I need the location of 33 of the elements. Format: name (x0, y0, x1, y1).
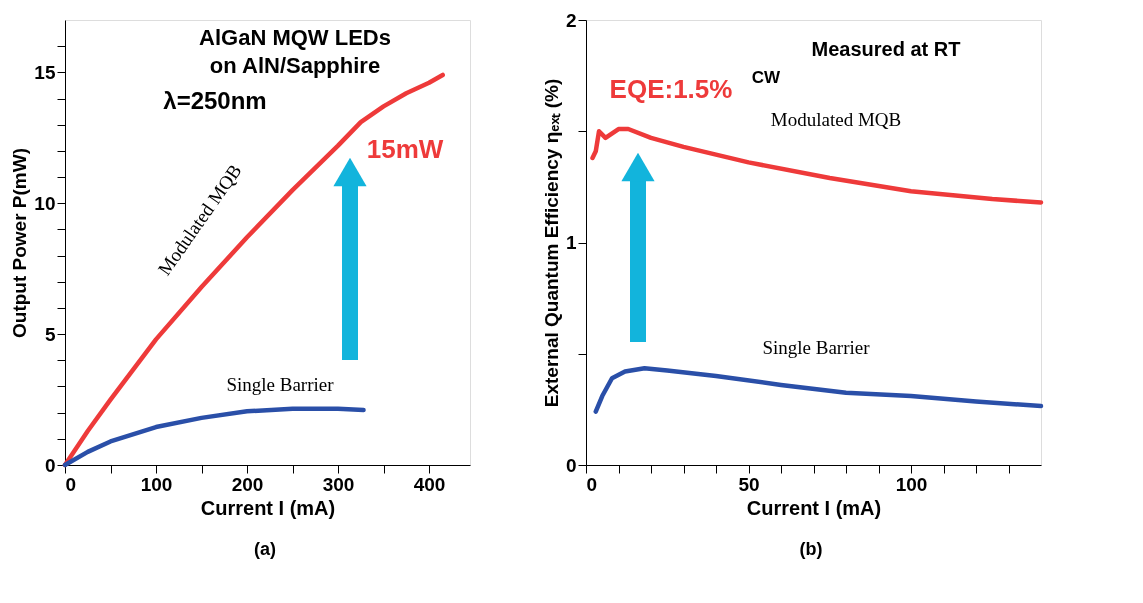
series-label: Single Barrier (762, 337, 871, 358)
y-tick-label: 0 (44, 454, 56, 476)
y-tick-label: 15 (34, 61, 56, 83)
series-label: Modulated MQB (770, 109, 902, 130)
x-tick-label: 200 (231, 473, 264, 495)
y-axis-title: External Quantum Efficiency ηₑₓₜ (%) (540, 78, 562, 408)
annotation: on AlN/Sapphire (209, 53, 381, 78)
annotation: EQE:1.5% (609, 74, 733, 104)
x-tick-label: 100 (895, 473, 928, 495)
series-label: Single Barrier (226, 374, 335, 395)
x-axis-title: Current I (mA) (746, 496, 882, 519)
line-series (62, 406, 366, 468)
x-tick-label: 100 (140, 473, 173, 495)
text: (a) (254, 539, 276, 559)
x-tick-label: 400 (413, 473, 446, 495)
y-axis-title: Output Power P(mW) (9, 148, 31, 338)
y-tick-label: 2 (565, 9, 577, 31)
x-tick-label: 50 (738, 473, 760, 495)
x-tick-label: 300 (322, 473, 355, 495)
annotation: Measured at RT (811, 38, 961, 60)
annotation: CW (751, 68, 782, 87)
y-tick-label: 0 (565, 454, 577, 476)
line-series (593, 365, 1044, 414)
x-axis-title: Current I (mA) (200, 496, 336, 519)
annotation: 15mW (366, 134, 444, 164)
y-tick-label: 1 (565, 232, 577, 253)
annotation: AlGaN MQW LEDs (199, 25, 391, 50)
y-tick-label: 10 (34, 192, 56, 214)
x-tick-label: 0 (586, 473, 598, 495)
y-tick-label: 5 (44, 323, 56, 345)
x-tick-label: 0 (65, 473, 77, 495)
annotation: λ=250nm (163, 87, 267, 114)
text: (b) (799, 539, 823, 559)
